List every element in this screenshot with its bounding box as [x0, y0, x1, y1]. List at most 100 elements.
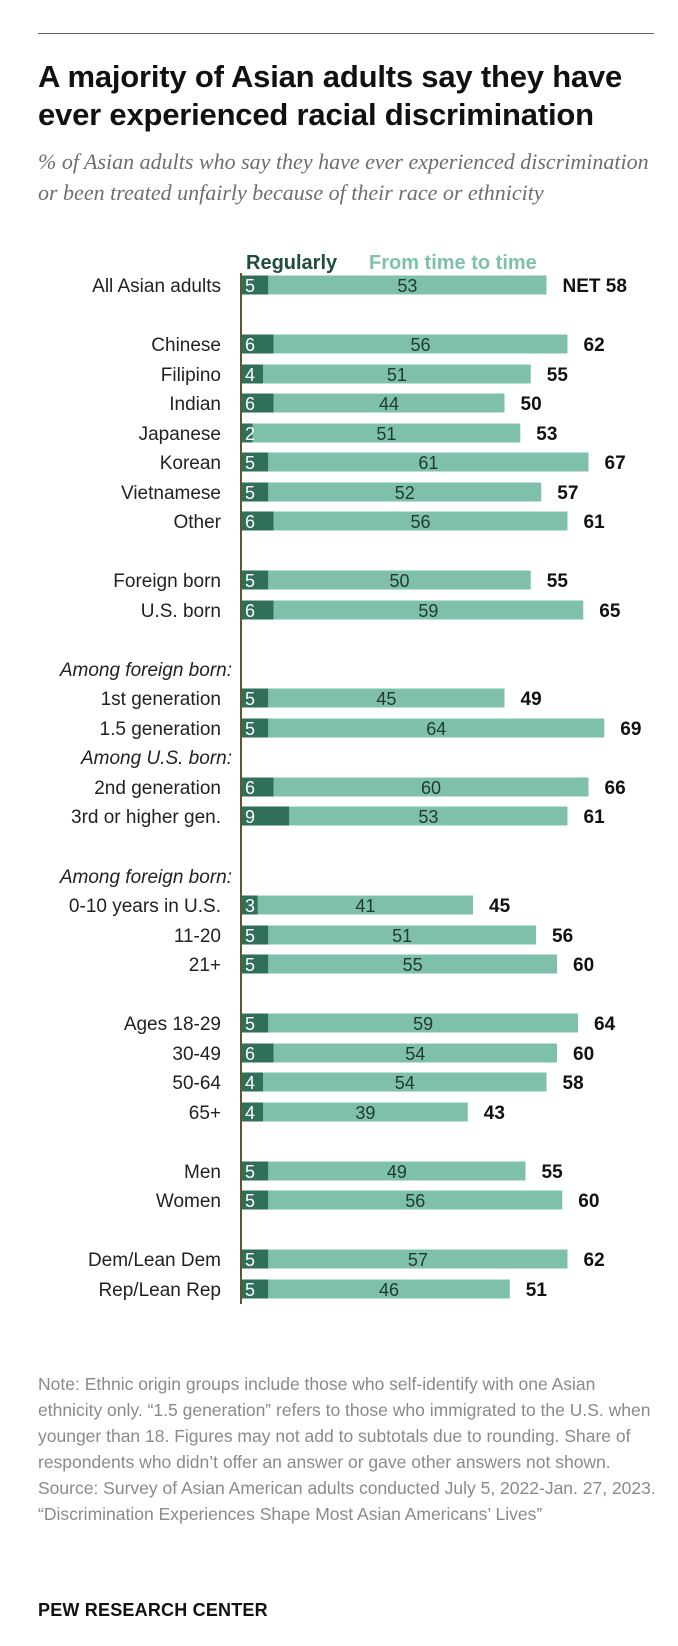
bar-from-time-to-time-chinese — [273, 334, 568, 354]
net-label-indian: 50 — [521, 394, 542, 415]
category-label-vietnamese: Vietnamese — [121, 483, 221, 504]
value-label-regularly-3rd-or-higher-gen: 9 — [245, 807, 255, 827]
net-label-women: 60 — [578, 1191, 599, 1212]
bar-regularly-1-5-generation — [242, 718, 269, 738]
value-label-from-time-to-time-rep-lean-rep: 46 — [379, 1280, 399, 1300]
category-label-50-64: 50-64 — [172, 1073, 221, 1094]
bar-regularly-dem-lean-dem — [242, 1249, 269, 1269]
value-label-regularly-japanese: 2 — [245, 424, 255, 444]
net-label-21: 60 — [573, 955, 594, 976]
value-label-from-time-to-time-filipino: 51 — [387, 365, 407, 385]
value-label-regularly-65: 4 — [245, 1103, 255, 1123]
bar-from-time-to-time-dem-lean-dem — [268, 1249, 568, 1269]
value-label-regularly-men: 5 — [245, 1162, 255, 1182]
bar-regularly-rep-lean-rep — [242, 1279, 269, 1299]
bar-from-time-to-time-all-asian-adults — [268, 275, 547, 295]
value-label-regularly-0-10-years-in-u-s: 3 — [245, 896, 255, 916]
net-label-65: 43 — [484, 1103, 505, 1124]
category-label-3rd-or-higher-gen: 3rd or higher gen. — [71, 807, 221, 828]
value-label-from-time-to-time-65: 39 — [355, 1103, 375, 1123]
category-label-filipino: Filipino — [161, 365, 221, 386]
subhead-among-u-s-born-1: Among U.S. born: — [80, 748, 232, 769]
bar-from-time-to-time-filipino — [263, 364, 531, 384]
net-label-foreign-born: 55 — [547, 571, 569, 592]
value-label-regularly-other: 6 — [245, 512, 255, 532]
net-label-other: 61 — [584, 512, 606, 533]
bar-from-time-to-time-21 — [268, 954, 557, 974]
bar-regularly-3rd-or-higher-gen — [242, 806, 290, 826]
category-label-u-s-born: U.S. born — [141, 601, 221, 622]
category-label-1-5-generation: 1.5 generation — [100, 719, 222, 740]
value-label-regularly-1st-generation: 5 — [245, 689, 255, 709]
value-label-from-time-to-time-1-5-generation: 64 — [426, 719, 446, 739]
net-label-0-10-years-in-u-s: 45 — [489, 896, 511, 917]
bar-regularly-indian — [242, 393, 274, 413]
value-label-from-time-to-time-other: 56 — [410, 512, 430, 532]
value-label-from-time-to-time-21: 55 — [403, 955, 423, 975]
category-label-2nd-generation: 2nd generation — [94, 778, 221, 799]
net-label-ages-18-29: 64 — [594, 1014, 616, 1035]
value-label-from-time-to-time-men: 49 — [387, 1162, 407, 1182]
legend-regularly: Regularly — [246, 252, 338, 274]
footnote: Note: Ethnic origin groups include those… — [38, 1371, 663, 1527]
bar-regularly-1st-generation — [242, 688, 269, 708]
value-label-regularly-korean: 5 — [245, 453, 255, 473]
category-label-chinese: Chinese — [151, 335, 221, 356]
value-label-regularly-women: 5 — [245, 1191, 255, 1211]
value-label-regularly-dem-lean-dem: 5 — [245, 1250, 255, 1270]
bar-regularly-65 — [242, 1102, 263, 1122]
bar-from-time-to-time-women — [268, 1190, 563, 1210]
value-label-from-time-to-time-dem-lean-dem: 57 — [408, 1250, 428, 1270]
bar-from-time-to-time-ages-18-29 — [268, 1013, 578, 1033]
bar-from-time-to-time-japanese — [252, 423, 521, 443]
bar-from-time-to-time-0-10-years-in-u-s — [257, 895, 473, 915]
bar-regularly-korean — [242, 452, 269, 472]
net-label-1-5-generation: 69 — [620, 719, 641, 740]
note-text: Note: Ethnic origin groups include those… — [38, 1374, 651, 1472]
category-label-65: 65+ — [189, 1103, 221, 1124]
bar-from-time-to-time-1-5-generation — [268, 718, 605, 738]
net-label-dem-lean-dem: 62 — [584, 1250, 605, 1271]
category-label-0-10-years-in-u-s: 0-10 years in U.S. — [69, 896, 221, 917]
category-label-11-20: 11-20 — [174, 926, 221, 947]
value-label-from-time-to-time-foreign-born: 50 — [389, 571, 409, 591]
value-label-from-time-to-time-indian: 44 — [379, 394, 399, 414]
bar-from-time-to-time-korean — [268, 452, 589, 472]
value-label-regularly-11-20: 5 — [245, 926, 255, 946]
category-label-other: Other — [173, 512, 221, 533]
brand-logo-text: PEW RESEARCH CENTER — [38, 1600, 268, 1620]
bar-regularly-other — [242, 511, 274, 531]
bar-regularly-u-s-born — [242, 600, 274, 620]
value-label-regularly-filipino: 4 — [245, 365, 255, 385]
value-label-regularly-21: 5 — [245, 955, 255, 975]
bar-regularly-21 — [242, 954, 269, 974]
bar-regularly-0-10-years-in-u-s — [242, 895, 258, 915]
value-label-regularly-indian: 6 — [245, 394, 255, 414]
chart-title: A majority of Asian adults say they have… — [38, 59, 623, 132]
net-label-2nd-generation: 66 — [605, 778, 626, 799]
value-label-from-time-to-time-11-20: 51 — [392, 926, 412, 946]
bar-from-time-to-time-50-64 — [263, 1072, 547, 1092]
net-label-vietnamese: 57 — [557, 483, 578, 504]
net-label-30-49: 60 — [573, 1044, 594, 1065]
net-label-u-s-born: 65 — [599, 601, 621, 622]
category-label-dem-lean-dem: Dem/Lean Dem — [88, 1250, 221, 1271]
bar-from-time-to-time-indian — [273, 393, 505, 413]
bar-regularly-vietnamese — [242, 482, 269, 502]
bar-from-time-to-time-vietnamese — [268, 482, 542, 502]
source-text: Source: Survey of Asian American adults … — [38, 1478, 656, 1498]
category-label-ages-18-29: Ages 18-29 — [124, 1014, 221, 1035]
value-label-regularly-ages-18-29: 5 — [245, 1014, 255, 1034]
category-label-men: Men — [184, 1162, 221, 1183]
bar-regularly-foreign-born — [242, 570, 269, 590]
net-label-50-64: 58 — [563, 1073, 584, 1094]
value-label-regularly-u-s-born: 6 — [245, 601, 255, 621]
value-label-from-time-to-time-chinese: 56 — [410, 335, 430, 355]
bar-from-time-to-time-3rd-or-higher-gen — [289, 806, 568, 826]
value-label-from-time-to-time-u-s-born: 59 — [418, 601, 438, 621]
bar-regularly-ages-18-29 — [242, 1013, 269, 1033]
category-label-rep-lean-rep: Rep/Lean Rep — [98, 1280, 221, 1301]
legend-from-time-to-time: From time to time — [369, 252, 537, 274]
bar-regularly-11-20 — [242, 925, 269, 945]
value-label-regularly-50-64: 4 — [245, 1073, 255, 1093]
